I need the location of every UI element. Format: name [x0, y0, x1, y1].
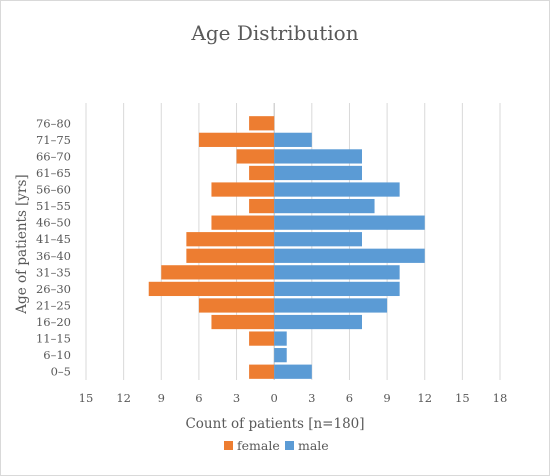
x-tick-label-11: 18	[493, 391, 508, 405]
bar-female-8	[186, 232, 275, 247]
y-tick-label-2: 11–15	[36, 332, 71, 346]
y-tick-label-8: 41–45	[36, 232, 71, 246]
x-tick-label-5: 0	[271, 391, 278, 405]
bar-female-2	[249, 331, 275, 346]
x-tick-label-10: 15	[455, 391, 470, 405]
bar-male-8	[274, 232, 362, 247]
bar-male-14	[274, 132, 312, 147]
x-tick-label-1: 12	[116, 391, 131, 405]
x-tick-label-4: 3	[233, 391, 240, 405]
x-tick-label-6: 3	[308, 391, 315, 405]
bar-female-13	[236, 149, 275, 164]
bar-female-10	[249, 198, 275, 214]
bar-male-7	[274, 248, 425, 263]
x-tick-label-7: 6	[346, 391, 353, 405]
y-tick-label-13: 66–70	[36, 149, 71, 163]
bar-male-10	[274, 198, 375, 214]
x-tick-label-0: 15	[79, 391, 94, 405]
bar-female-7	[186, 248, 275, 263]
chart-title: Age Distribution	[190, 21, 358, 45]
bar-female-15	[249, 116, 275, 131]
y-tick-label-3: 16–20	[36, 315, 71, 329]
bar-male-12	[274, 165, 362, 181]
bar-male-6	[274, 265, 400, 280]
y-tick-label-9: 46–50	[36, 216, 71, 230]
bar-male-13	[274, 149, 362, 164]
bar-female-3	[211, 314, 275, 330]
x-axis-ticks: 15 12 9 6 3 0 3 6 9 12 15 18	[79, 391, 508, 405]
y-tick-label-10: 51–55	[36, 199, 71, 213]
legend-label-male: male	[298, 438, 329, 453]
legend-label-female: female	[237, 438, 280, 453]
y-tick-label-6: 31–35	[36, 265, 71, 279]
bar-female-6	[161, 265, 275, 280]
x-tick-label-3: 6	[195, 391, 202, 405]
bar-male-11	[274, 182, 400, 197]
bar-female-12	[249, 165, 275, 181]
bar-male-4	[274, 298, 388, 313]
bar-male-2	[274, 331, 287, 346]
legend-swatch-male	[285, 441, 294, 450]
x-tick-label-2: 9	[158, 391, 165, 405]
bar-female-9	[211, 215, 275, 230]
bar-male-9	[274, 215, 425, 230]
y-axis-title: Age of patients [yrs]	[14, 174, 30, 314]
bar-male-3	[274, 314, 362, 330]
bar-male-0	[274, 364, 312, 379]
bars	[148, 116, 425, 379]
bar-female-11	[211, 182, 275, 197]
bar-male-1	[274, 348, 287, 363]
y-tick-label-4: 21–25	[36, 298, 71, 312]
y-tick-label-7: 36–40	[36, 249, 71, 263]
bar-female-14	[198, 132, 275, 147]
y-tick-label-14: 71–75	[36, 133, 71, 147]
bar-male-5	[274, 281, 400, 297]
x-tick-label-9: 12	[417, 391, 432, 405]
x-axis-title: Count of patients [n=180]	[185, 416, 364, 432]
bar-female-4	[198, 298, 275, 313]
legend: female male	[224, 438, 329, 453]
y-tick-label-0: 0–5	[51, 365, 71, 379]
y-tick-label-12: 61–65	[36, 166, 71, 180]
y-tick-label-1: 6–10	[43, 348, 71, 362]
bar-female-5	[148, 281, 275, 297]
x-tick-label-8: 9	[383, 391, 390, 405]
y-tick-label-5: 26–30	[36, 282, 71, 296]
y-tick-label-15: 76–80	[36, 116, 71, 130]
legend-swatch-female	[224, 441, 233, 450]
y-tick-label-11: 56–60	[36, 183, 71, 197]
y-axis-ticks: 0–5 6–10 11–15 16–20 21–25 26–30 31–35 36–40 41–…	[36, 116, 71, 378]
bar-female-0	[249, 364, 275, 379]
